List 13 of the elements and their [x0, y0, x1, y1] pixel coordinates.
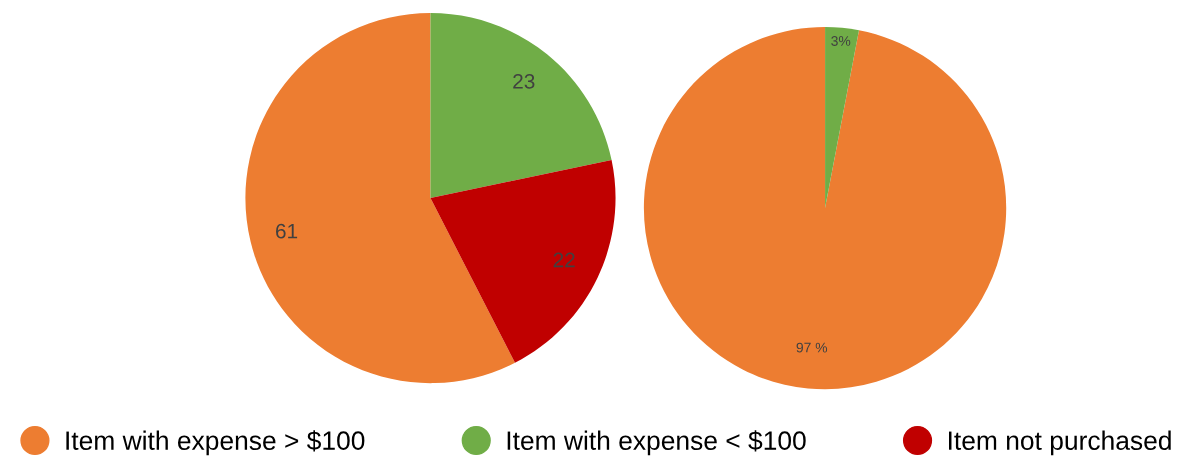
data-label: 61: [276, 223, 298, 239]
pie-slice: [430, 159, 616, 363]
legend-label: Item not purchased: [949, 430, 1171, 456]
data-label: 3%: [831, 36, 851, 46]
data-label: 97 %: [796, 342, 828, 353]
pie-slice: [643, 26, 1007, 390]
data-label: 22: [553, 252, 575, 268]
pie-slice: [825, 26, 859, 209]
legend-label: Item with expense < $100: [507, 430, 806, 456]
pie-slice: [245, 13, 515, 384]
data-label: 23: [513, 73, 535, 89]
legend-label: Item with expense > $100: [66, 430, 365, 456]
pie-slice: [430, 13, 612, 199]
